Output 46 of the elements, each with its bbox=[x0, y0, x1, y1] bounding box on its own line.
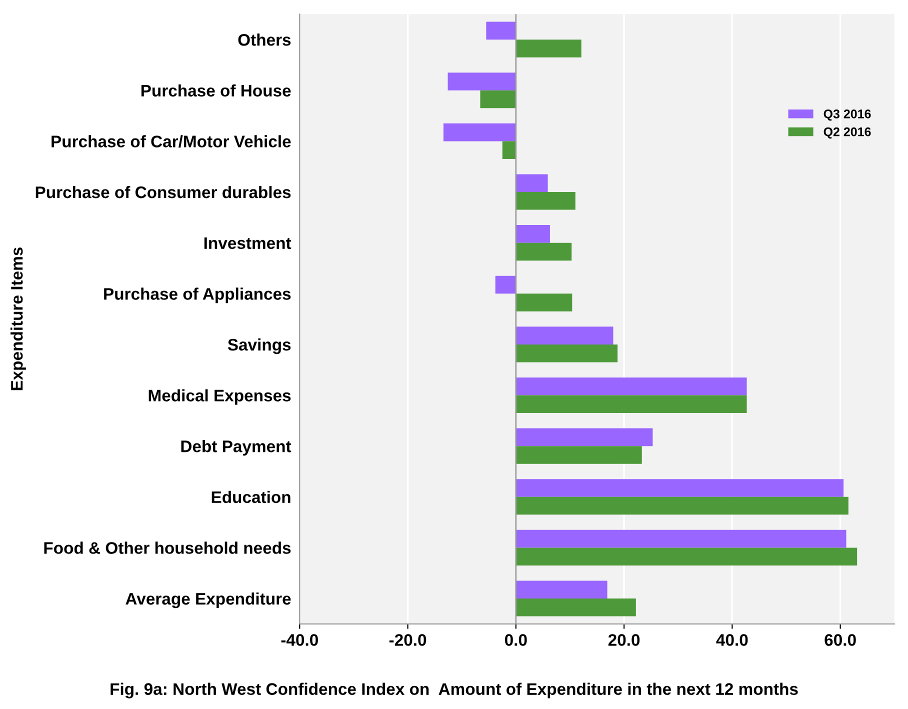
x-tick-label: -40.0 bbox=[281, 634, 318, 646]
y-tick-label: Purchase of Consumer durables bbox=[36, 186, 291, 198]
bar bbox=[516, 496, 848, 515]
bar bbox=[516, 548, 858, 566]
bar bbox=[516, 530, 846, 548]
bar bbox=[495, 276, 516, 294]
bar bbox=[516, 377, 747, 396]
y-tick-label: Purchase of Appliances bbox=[104, 288, 291, 304]
bar bbox=[516, 598, 636, 616]
bar bbox=[516, 446, 642, 464]
y-tick-label: Medical Expenses bbox=[148, 389, 291, 405]
bar bbox=[516, 428, 653, 446]
bar bbox=[516, 225, 550, 243]
y-tick-label: Investment bbox=[204, 237, 292, 250]
bar bbox=[516, 479, 844, 497]
y-tick-label: Others bbox=[238, 34, 291, 46]
x-tick-label: 40.0 bbox=[716, 634, 748, 646]
y-tick-label: Purchase of Car/Motor Vehicle bbox=[52, 135, 291, 148]
bar bbox=[516, 344, 618, 362]
legend-label: Q3 2016 bbox=[824, 109, 871, 121]
y-axis-title: Expenditure Items bbox=[10, 247, 26, 390]
bar bbox=[516, 294, 572, 312]
bar bbox=[516, 242, 572, 261]
x-tick-label: 20.0 bbox=[608, 634, 640, 646]
bar bbox=[516, 40, 582, 58]
bar bbox=[516, 326, 614, 344]
bar bbox=[502, 141, 516, 159]
bar bbox=[516, 580, 608, 599]
bar bbox=[516, 192, 576, 210]
bar bbox=[480, 90, 516, 108]
y-tick-label: Average Expenditure bbox=[126, 592, 291, 608]
bar bbox=[486, 22, 516, 40]
y-tick-label: Purchase of House bbox=[141, 84, 291, 97]
x-tick-label: 60.0 bbox=[824, 634, 856, 646]
y-tick-label: Education bbox=[212, 490, 290, 504]
x-tick-label: -20.0 bbox=[389, 634, 426, 646]
legend-label: Q2 2016 bbox=[824, 127, 871, 139]
bar bbox=[448, 72, 516, 90]
y-tick-label: Food & Other household needs bbox=[44, 542, 291, 554]
text: Fig. 9a: North West Confidence Index on Amount of Expenditure in the next 12 months bbox=[110, 682, 798, 698]
bar bbox=[516, 174, 548, 192]
bar bbox=[443, 123, 516, 142]
bar bbox=[516, 395, 747, 414]
y-tick-label: Debt Payment bbox=[181, 440, 292, 456]
y-tick-label: Savings bbox=[228, 338, 291, 354]
x-tick-label: 0.0 bbox=[504, 634, 527, 646]
